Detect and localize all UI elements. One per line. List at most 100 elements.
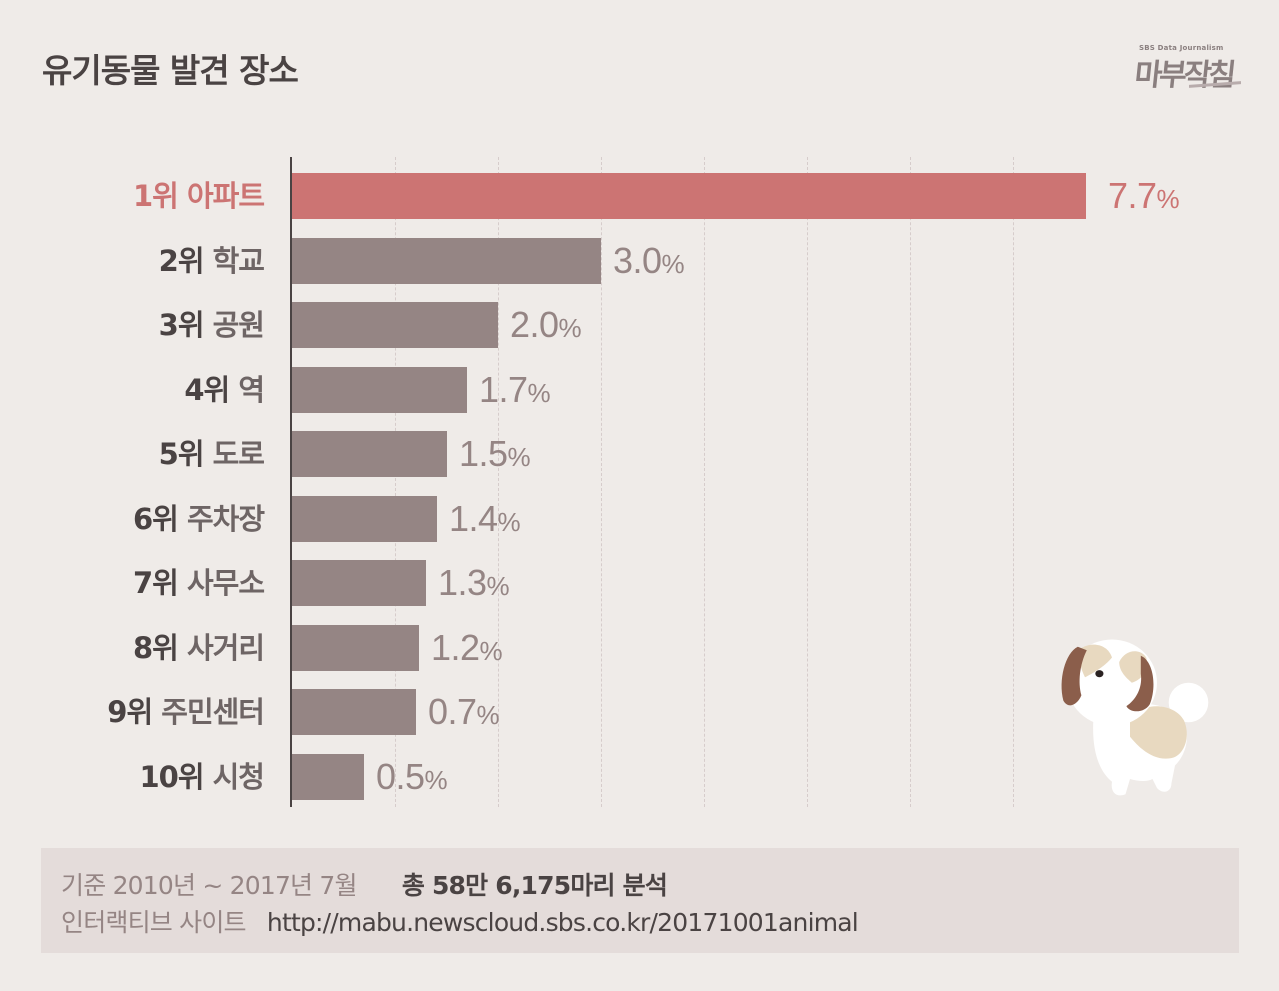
value-label: 2.0% <box>510 302 582 348</box>
percent-unit: % <box>424 764 448 795</box>
site-url-link[interactable]: http://mabu.newscloud.sbs.co.kr/20171001… <box>266 908 859 937</box>
chart-row: 1위 아파트 7.7% <box>0 173 1279 219</box>
category-label: 7위 사무소 <box>132 560 265 606</box>
chart-row: 7위 사무소 1.3% <box>0 560 1279 606</box>
place-text: 시청 <box>212 759 265 794</box>
value-number: 7.7 <box>1108 175 1157 216</box>
logo-subtitle: SBS Data Journalism <box>1139 44 1224 52</box>
value-label: 1.7% <box>479 367 551 413</box>
category-label: 6위 주차장 <box>132 496 265 542</box>
value-number: 1.4 <box>449 497 498 539</box>
rank-text: 5위 <box>158 437 205 471</box>
place-text: 학교 <box>212 243 265 278</box>
category-label: 9위 주민센터 <box>107 689 265 735</box>
bar <box>292 366 467 413</box>
bar <box>292 237 601 284</box>
footer-basis-line: 기준 2010년 ~ 2017년 7월 총 58만 6,175마리 분석 <box>61 866 668 902</box>
value-number: 1.7 <box>479 368 528 410</box>
chart-row: 3위 공원 2.0% <box>0 302 1279 348</box>
rank-text: 8위 <box>132 630 179 665</box>
category-label: 2위 학교 <box>158 238 265 284</box>
value-label: 1.2% <box>431 625 503 671</box>
place-text: 사무소 <box>186 566 265 600</box>
category-label: 3위 공원 <box>158 302 265 348</box>
place-text: 도로 <box>212 437 265 471</box>
rank-text: 3위 <box>158 308 205 342</box>
bar <box>292 302 498 348</box>
value-number: 0.5 <box>376 755 425 797</box>
value-number: 1.2 <box>431 626 480 668</box>
rank-text: 2위 <box>158 243 205 278</box>
bar <box>292 495 437 542</box>
value-number: 1.3 <box>438 562 487 603</box>
page-title: 유기동물 발견 장소 <box>42 51 299 90</box>
percent-unit: % <box>507 442 531 472</box>
percent-unit: % <box>497 506 521 537</box>
gridline <box>807 157 808 807</box>
gridline <box>1013 157 1014 807</box>
place-text: 아파트 <box>186 179 265 213</box>
value-number: 1.5 <box>459 433 508 474</box>
value-label: 0.5% <box>376 754 448 800</box>
place-text: 공원 <box>212 308 265 342</box>
chart-row: 8위 사거리 1.2% <box>0 624 1279 671</box>
place-text: 주차장 <box>186 501 265 536</box>
category-label: 4위 역 <box>184 367 265 413</box>
bar-chart: 1위 아파트 7.7% 2위 학교 3.0% 3위 공원 2.0% 4위 역 1.7% 5위 도… <box>0 157 1279 807</box>
basis-label: 기준 <box>61 871 106 900</box>
bar <box>292 173 1086 219</box>
place-text: 주민센터 <box>161 695 265 729</box>
chart-row: 6위 주차장 1.4% <box>0 495 1279 542</box>
gridline <box>601 157 602 807</box>
footer-info-box: 기준 2010년 ~ 2017년 7월 총 58만 6,175마리 분석 인터랙… <box>41 848 1239 953</box>
rank-text: 9위 <box>107 695 153 729</box>
chart-row: 4위 역 1.7% <box>0 366 1279 413</box>
percent-unit: % <box>661 248 685 279</box>
bar <box>292 560 426 606</box>
value-label: 3.0% <box>613 238 685 284</box>
percent-unit: % <box>479 635 503 666</box>
value-label: 1.4% <box>449 496 521 542</box>
value-label: 0.7% <box>428 689 500 735</box>
gridline <box>395 157 396 807</box>
percent-unit: % <box>558 313 582 343</box>
bar <box>292 431 447 477</box>
category-label: 8위 사거리 <box>132 625 265 671</box>
mabujakchim-logo: SBS Data Journalism 마부작침 <box>1133 40 1243 93</box>
percent-unit: % <box>476 700 500 730</box>
rank-text: 7위 <box>132 566 179 600</box>
value-label: 1.3% <box>438 560 510 606</box>
rank-text: 1위 <box>132 179 179 213</box>
value-number: 0.7 <box>428 691 477 732</box>
gridline <box>910 157 911 807</box>
category-label: 1위 아파트 <box>132 173 265 219</box>
percent-unit: % <box>1156 184 1180 214</box>
place-text: 역 <box>238 372 265 407</box>
period-text: 2010년 ~ 2017년 7월 <box>112 871 358 900</box>
total-count: 총 58만 6,175마리 분석 <box>401 871 668 900</box>
rank-text: 10위 <box>139 759 204 794</box>
chart-row: 9위 주민센터 0.7% <box>0 689 1279 735</box>
chart-row: 2위 학교 3.0% <box>0 237 1279 284</box>
bar <box>292 624 419 671</box>
bar <box>292 753 364 800</box>
place-text: 사거리 <box>186 630 265 665</box>
chart-row: 5위 도로 1.5% <box>0 431 1279 477</box>
y-axis <box>290 157 292 807</box>
dog-illustration <box>1061 639 1209 796</box>
rank-text: 6위 <box>132 501 179 536</box>
value-number: 2.0 <box>510 304 559 345</box>
value-label: 1.5% <box>459 431 531 477</box>
site-label: 인터랙티브 사이트 <box>61 908 247 937</box>
percent-unit: % <box>486 571 510 601</box>
category-label: 5위 도로 <box>158 431 265 477</box>
rank-text: 4위 <box>184 372 230 407</box>
gridline <box>498 157 499 807</box>
percent-unit: % <box>527 377 551 408</box>
gridline <box>704 157 705 807</box>
value-label: 7.7% <box>1108 173 1180 219</box>
value-number: 3.0 <box>613 239 662 281</box>
chart-row: 10위 시청 0.5% <box>0 753 1279 800</box>
footer-site-line: 인터랙티브 사이트 http://mabu.newscloud.sbs.co.k… <box>61 903 859 939</box>
bar <box>292 689 416 735</box>
